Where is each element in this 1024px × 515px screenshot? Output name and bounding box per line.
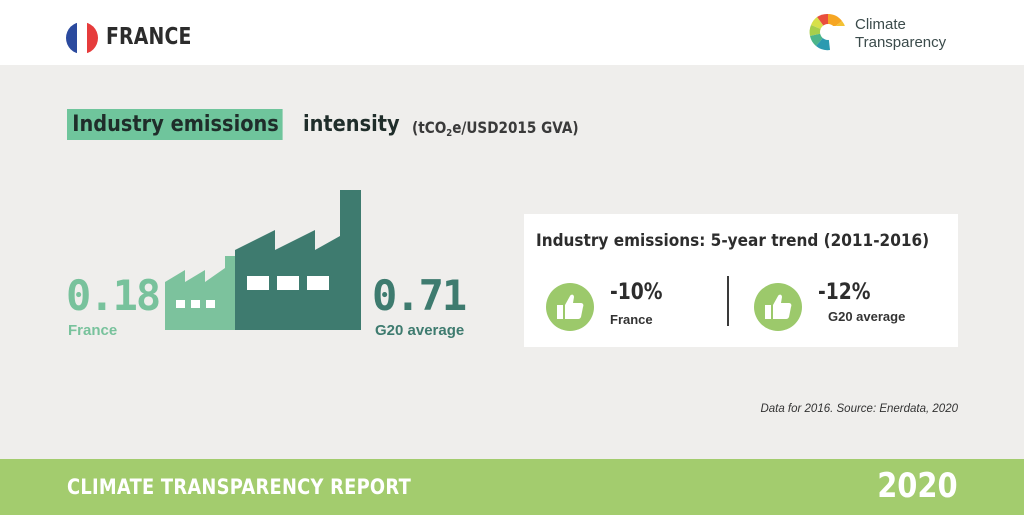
france-intensity-label: France [68,322,118,339]
trend-divider [727,276,729,326]
france-trend-label: France [610,312,653,327]
g20-intensity-value: 0.71 [372,271,467,320]
title-highlight: Industry emissions [67,109,283,140]
g20-trend-label: G20 average [828,309,906,324]
france-trend-value: -10% [610,280,663,305]
title-unit: (tCO2e/USD2015 GVA) [412,118,579,139]
brand-name: Climate Transparency [855,16,947,51]
footer: CLIMATE TRANSPARENCY REPORT 2020 [0,459,1024,515]
source-note: Data for 2016. Source: Enerdata, 2020 [760,403,958,415]
page-title: Industry emissions intensity [67,109,400,140]
climate-transparency-logo [809,13,848,51]
thumbs-up-icon [546,283,594,331]
g20-intensity-label: G20 average [375,322,465,339]
thumbs-up-icon [754,283,802,331]
france-intensity-value: 0.18 [66,271,161,320]
footer-year: 2020 [877,466,958,506]
header: FRANCE Climate Transparency [0,0,1024,65]
factory-icon [165,190,361,330]
title-rest: intensity [303,112,400,137]
france-flag-icon [66,22,98,54]
footer-report-title: CLIMATE TRANSPARENCY REPORT [67,475,411,499]
trend-panel: Industry emissions: 5-year trend (2011-2… [524,214,958,347]
g20-trend-value: -12% [818,280,871,305]
trend-title: Industry emissions: 5-year trend (2011-2… [536,231,930,251]
country-name: FRANCE [106,24,192,50]
